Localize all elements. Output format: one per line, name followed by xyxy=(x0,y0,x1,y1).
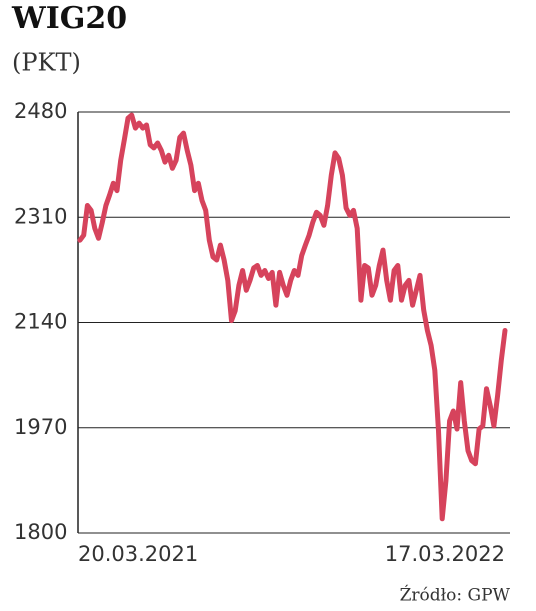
y-tick-label: 2310 xyxy=(14,204,67,228)
line-series xyxy=(77,112,508,522)
chart-subtitle: (PKT) xyxy=(12,49,81,77)
y-tick-label: 1970 xyxy=(14,415,67,439)
y-tick-label: 2480 xyxy=(14,99,67,123)
chart-title: WIG20 xyxy=(11,1,127,36)
y-tick-label: 2140 xyxy=(14,310,67,334)
x-tick-label: 20.03.2021 xyxy=(78,542,198,566)
x-tick-label: 17.03.2022 xyxy=(385,542,505,566)
source: Źródło: GPW xyxy=(400,585,511,606)
y-tick-label: 1800 xyxy=(14,520,67,544)
